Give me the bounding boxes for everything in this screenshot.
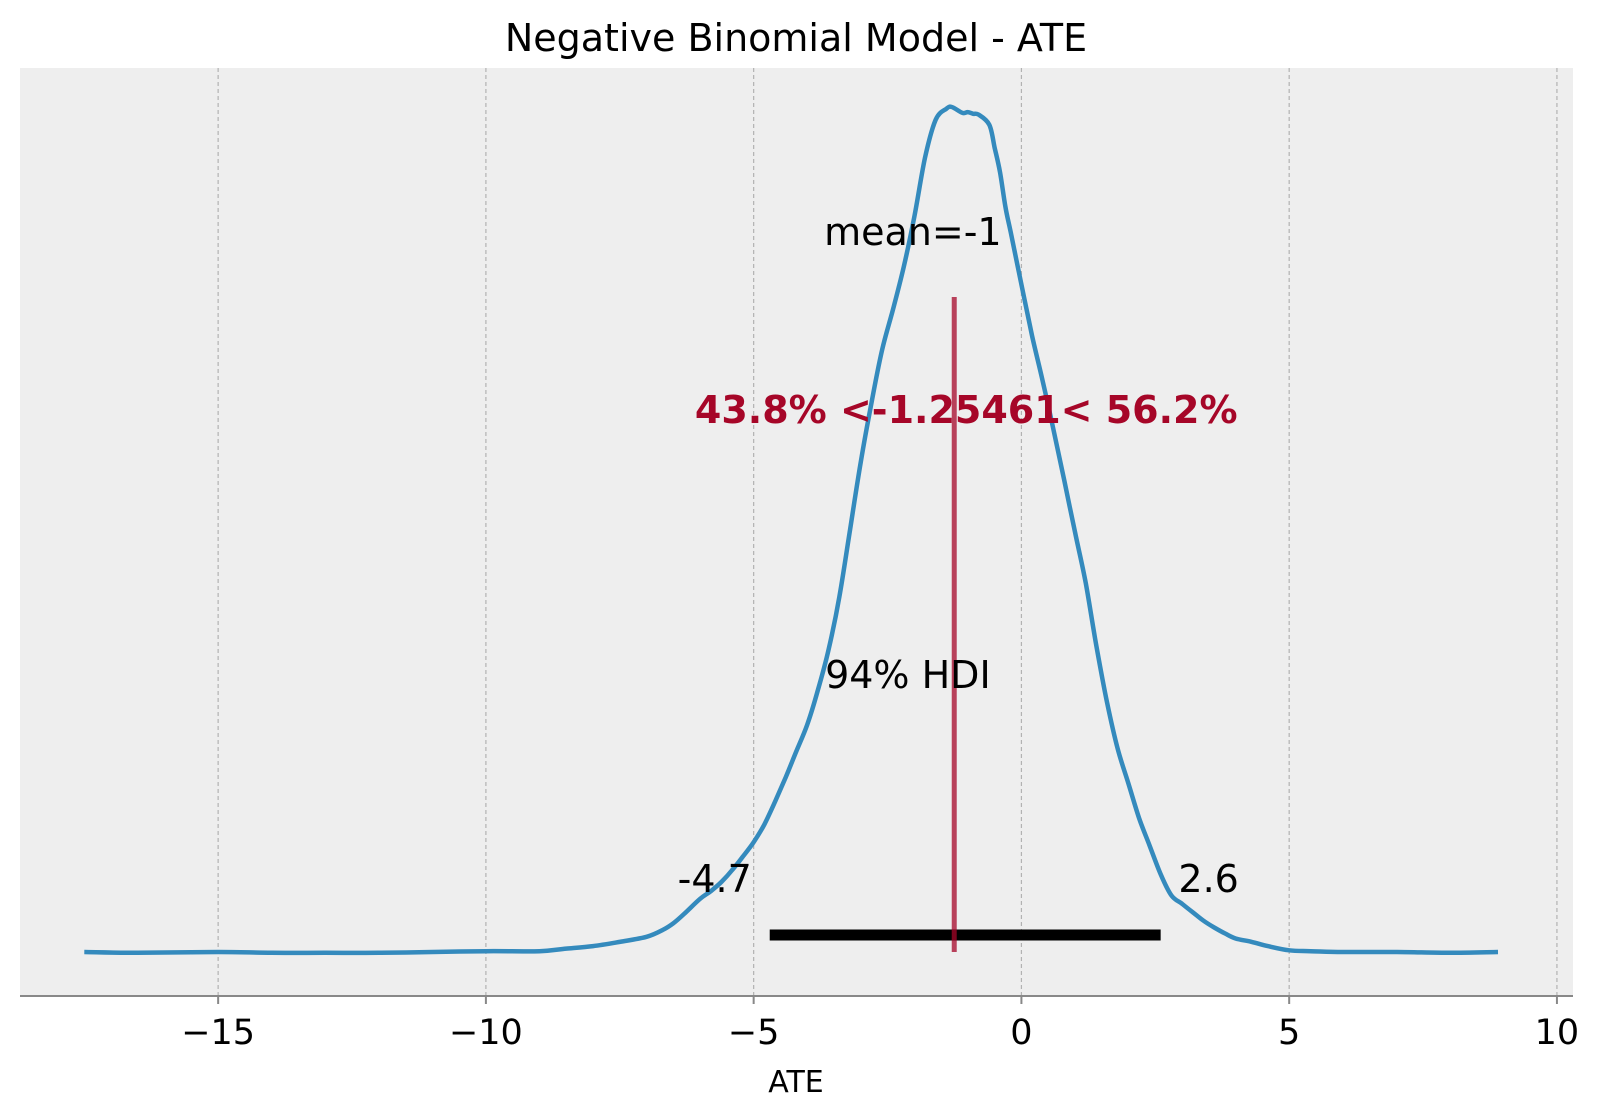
x-axis-label: ATE (768, 1065, 823, 1100)
x-tick-label: −10 (449, 1013, 523, 1053)
x-tick-label: −5 (728, 1013, 780, 1053)
hdi-label: 94% HDI (825, 653, 991, 697)
x-axis-ticks: −15 −10 −5 0 5 10 (181, 996, 1579, 1053)
hdi-low-label: -4.7 (678, 857, 752, 901)
series-kde-line (84, 104, 1499, 956)
reference-value-label: 43.8% <-1.25461< 56.2% (695, 388, 1238, 432)
x-gridlines (217, 68, 1558, 996)
x-tick-label: 5 (1278, 1013, 1300, 1053)
hdi-high-label: 2.6 (1178, 857, 1238, 901)
mean-label: mean=-1 (824, 210, 1002, 254)
plot-area (20, 68, 1573, 996)
x-tick-label: 0 (1010, 1013, 1032, 1053)
chart-title: Negative Binomial Model - ATE (505, 16, 1087, 60)
x-tick-label: 10 (1535, 1013, 1580, 1053)
x-tick-label: −15 (181, 1013, 255, 1053)
